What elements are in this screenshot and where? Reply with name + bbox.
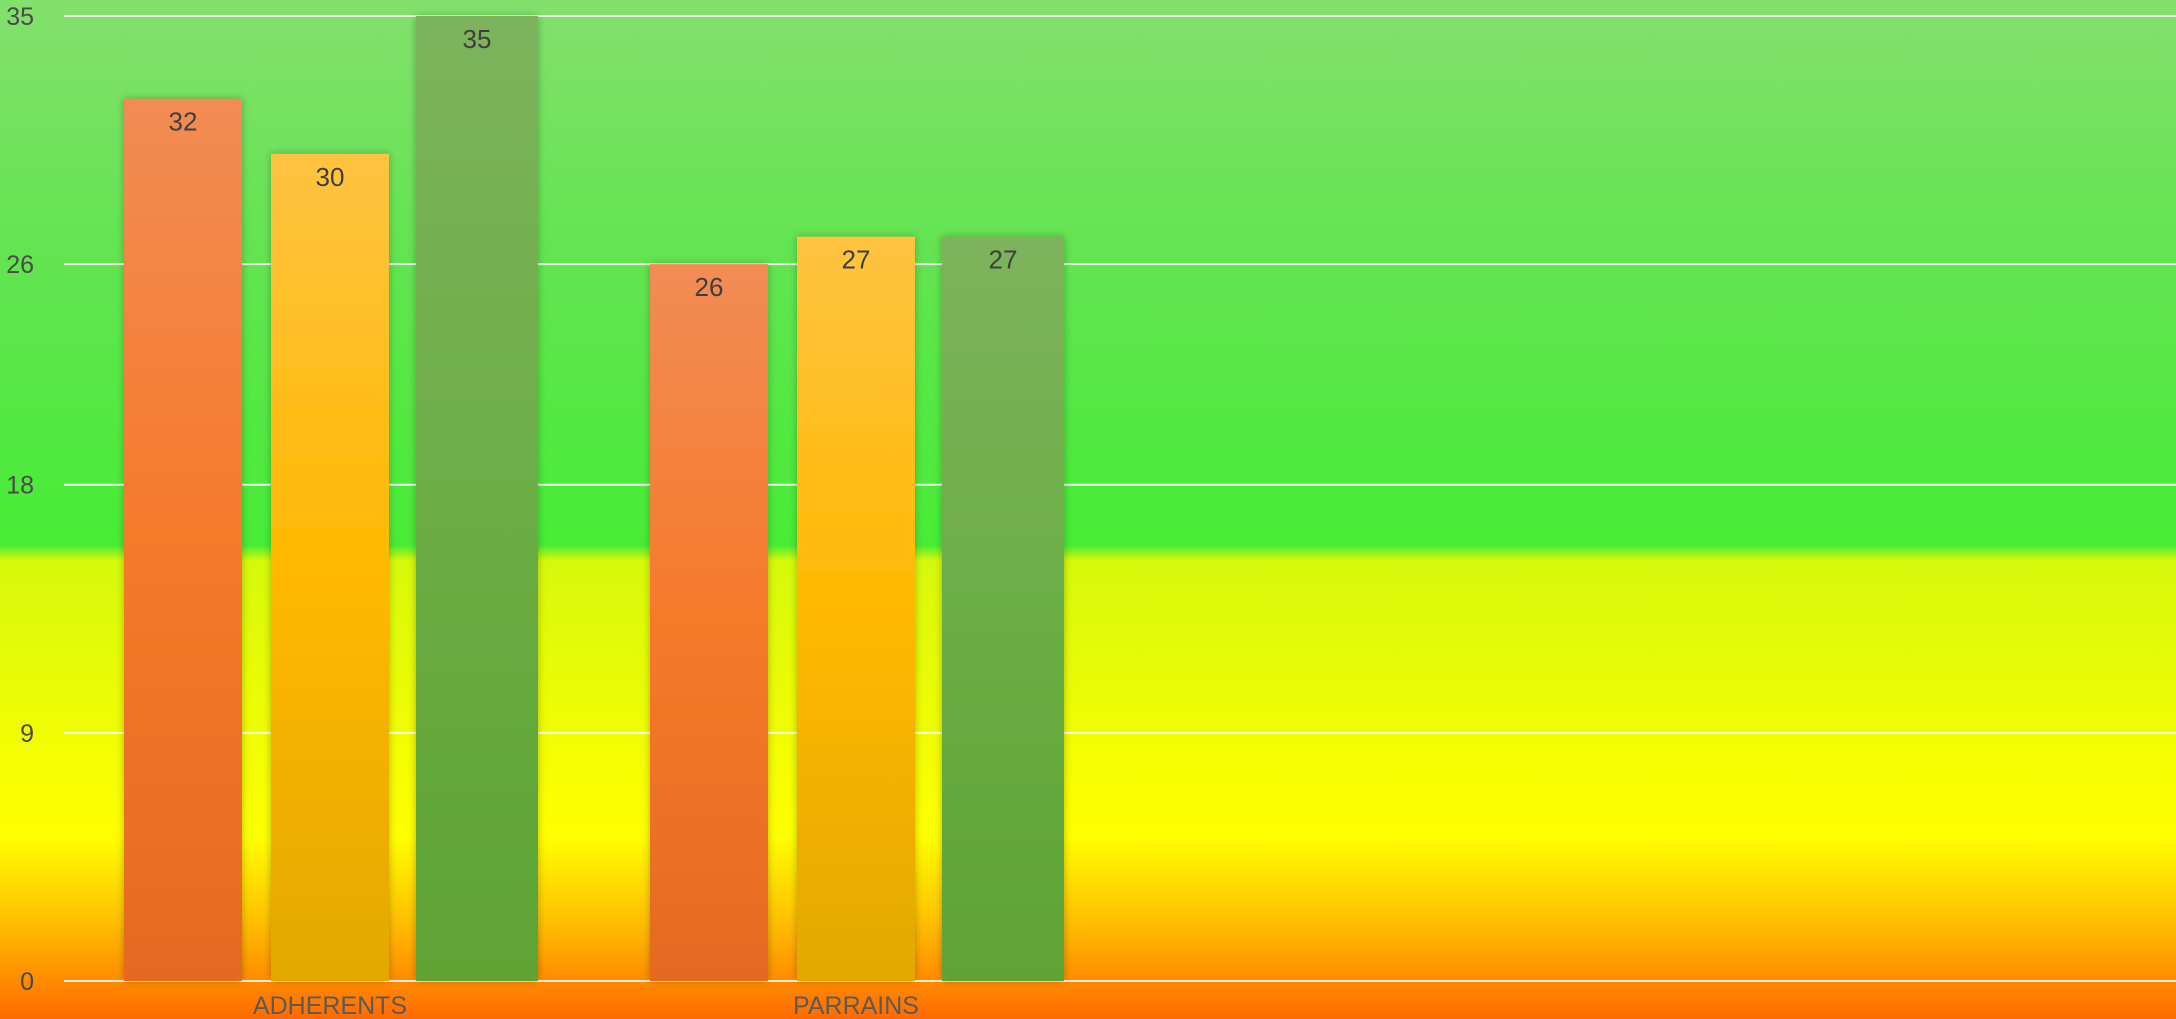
x-category-label: ADHERENTS — [253, 992, 407, 1019]
data-label: 32 — [169, 107, 198, 137]
y-tick-label: 9 — [20, 720, 34, 748]
y-tick-label: 26 — [6, 251, 34, 279]
data-label: 35 — [463, 24, 492, 54]
y-tick-label: 18 — [6, 472, 34, 500]
bar-adherents-series-2 — [271, 153, 389, 981]
y-tick-label: 35 — [6, 3, 34, 31]
data-label: 27 — [842, 245, 871, 275]
data-label: 27 — [989, 245, 1018, 275]
y-tick-label: 0 — [20, 968, 34, 996]
bar-adherents-series-3 — [416, 16, 538, 981]
bar-parrains-series-3 — [942, 236, 1064, 982]
x-category-label: PARRAINS — [793, 992, 919, 1019]
bar-adherents-series-1 — [124, 98, 242, 981]
bar-parrains-series-1 — [650, 264, 768, 982]
data-label: 26 — [695, 272, 724, 302]
bar-parrains-series-2 — [797, 236, 915, 982]
data-label: 30 — [316, 162, 345, 192]
